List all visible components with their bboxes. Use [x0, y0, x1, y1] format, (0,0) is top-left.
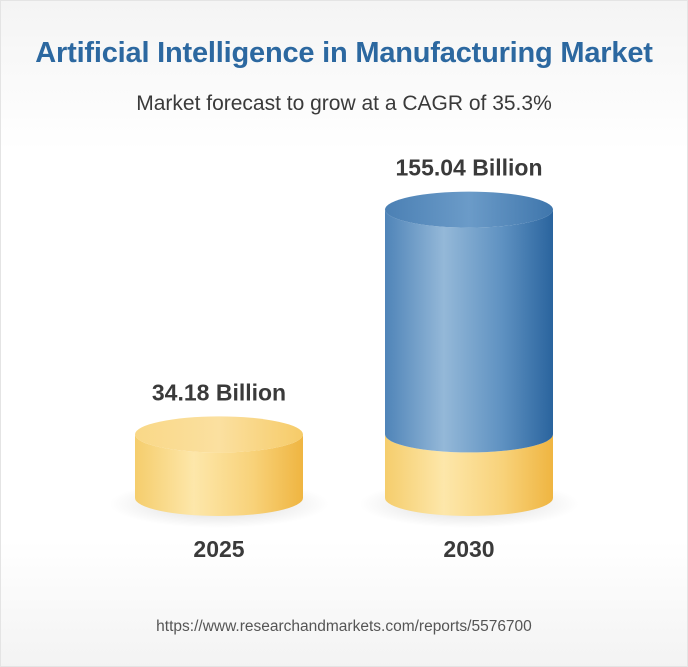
source-url: https://www.researchandmarkets.com/repor…	[156, 618, 532, 635]
data-label-2025: 34.18 Billion	[152, 379, 286, 405]
chart-subtitle: Market forecast to grow at a CAGR of 35.…	[136, 92, 552, 115]
bar-2030-growth-segment	[385, 209, 553, 453]
bar-2030-top	[385, 191, 553, 228]
x-tick-label-2030: 2030	[443, 536, 494, 562]
x-tick-label-2025: 2025	[193, 536, 244, 562]
bar-2025	[135, 434, 303, 516]
chart-title: Artificial Intelligence in Manufacturing…	[35, 37, 653, 69]
bar-2030-base-segment	[385, 434, 553, 516]
cylinder-chart: 34.18 Billion 2025 155.04 Billion 2030	[109, 155, 579, 562]
bar-2025-top	[135, 416, 303, 453]
data-label-2030: 155.04 Billion	[395, 155, 542, 181]
